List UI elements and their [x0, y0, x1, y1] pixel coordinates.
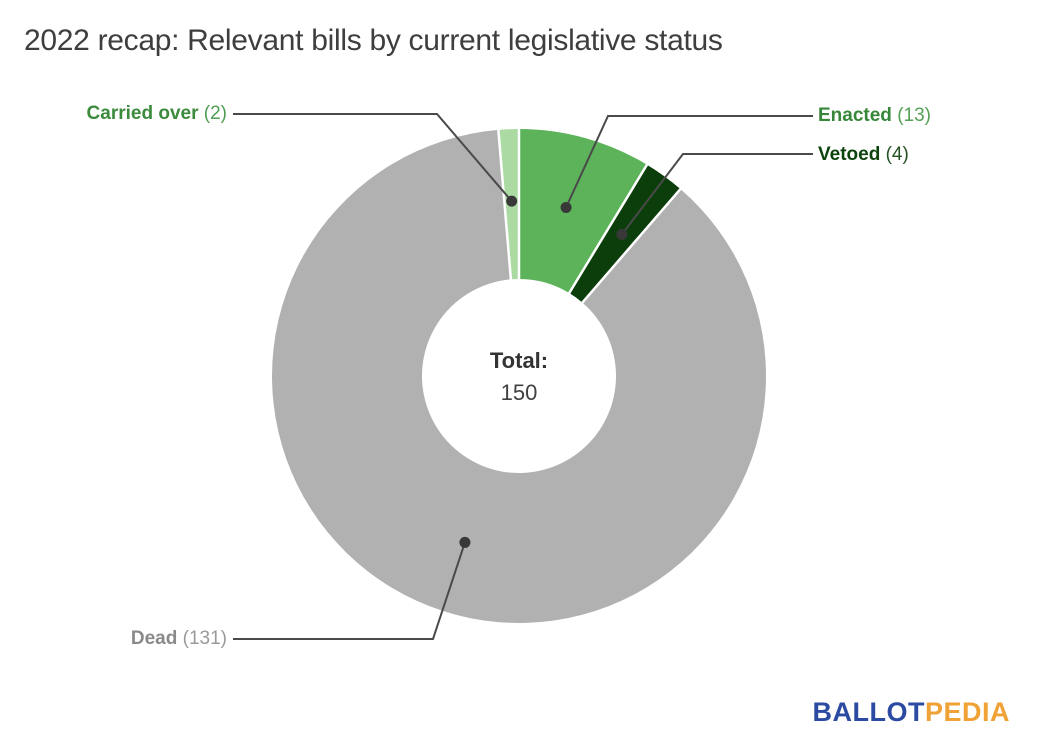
callout-carried-over: Carried over (2) — [87, 102, 227, 126]
callout-dot-carried-over — [506, 195, 518, 207]
slice-separator — [580, 187, 682, 305]
callout-enacted-value: (13) — [897, 105, 931, 126]
callout-line-dead — [233, 542, 466, 640]
donut-center-label: Total: 150 — [409, 348, 629, 405]
total-label: Total: — [489, 348, 549, 373]
callout-dot-vetoed — [616, 228, 628, 240]
callout-line-enacted — [565, 115, 813, 208]
callout-dot-enacted — [560, 201, 572, 213]
logo-pedia-text: PEDIA — [924, 697, 1010, 727]
callout-enacted: Enacted (13) — [818, 104, 931, 128]
callout-carried-over-value: (2) — [203, 103, 227, 124]
slice-separator — [567, 163, 649, 295]
callout-dot-dead — [459, 536, 471, 548]
callout-dead-label: Dead — [130, 628, 178, 649]
callout-carried-over-label: Carried over — [86, 103, 199, 124]
callout-dead: Dead (131) — [131, 627, 227, 651]
callout-vetoed-value: (4) — [885, 144, 909, 165]
callout-enacted-label: Enacted — [818, 105, 892, 126]
callout-vetoed-label: Vetoed — [818, 144, 881, 165]
chart-title: 2022 recap: Relevant bills by current le… — [24, 24, 723, 57]
total-value: 150 — [500, 380, 538, 405]
slice-separator — [497, 128, 513, 281]
callout-dead-value: (131) — [182, 628, 227, 649]
ballotpedia-logo: BALLOTPEDIA — [812, 697, 1010, 728]
slice-dead[interactable] — [272, 129, 766, 623]
callout-line-vetoed — [621, 153, 813, 236]
callout-line-carried-over — [233, 113, 513, 202]
slice-enacted[interactable] — [519, 129, 647, 294]
callout-vetoed: Vetoed (4) — [818, 143, 909, 167]
logo-ballot-text: BALLOT — [812, 697, 925, 727]
